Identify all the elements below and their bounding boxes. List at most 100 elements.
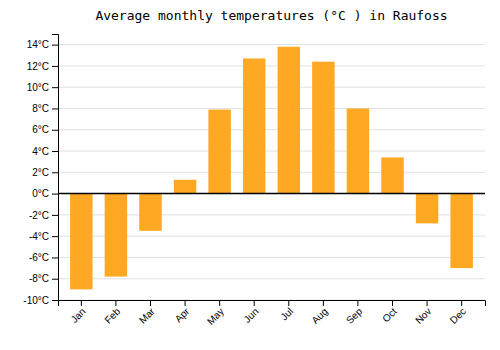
x-tick-label: Jul [278,306,295,323]
y-tick: 4°C [32,146,58,157]
bar [174,180,196,194]
y-tick: -4°C [29,231,58,242]
grid-line [58,108,485,109]
x-axis: Jan Feb Mar Apr May Jun Jul Aug Sep Oct Nov Dec [59,300,486,327]
y-tick-mark [52,130,58,131]
x-tick-label: May [205,306,226,327]
y-tick: -10°C [23,295,58,306]
grid-line [58,87,485,88]
x-tick-label: Mar [137,305,157,325]
y-tick-mark [52,45,58,46]
y-tick-mark [52,151,58,152]
grid-line [58,129,485,130]
bar [347,108,369,193]
x-tick-mark [357,300,358,306]
bar [208,110,230,194]
bar [105,194,127,277]
x-tick: Sep [344,300,365,326]
chart: -10°C -8°C -6°C -4°C -2°C 0°C 2°C 4°C 6°C 8°C 10°C… [0,0,500,350]
x-tick-label: Sep [344,305,365,326]
y-tick: 14°C [27,39,58,50]
bar [70,194,92,290]
x-tick: Aug [309,300,329,326]
baseline [58,193,485,195]
y-tick-label: 6°C [32,124,49,135]
y-tick-label: 2°C [32,167,49,178]
y-axis-line [52,35,59,301]
y-tick-mark [52,300,58,301]
y-tick-label: -8°C [29,273,49,284]
y-tick: 6°C [32,124,58,135]
x-tick-label: Apr [173,305,192,324]
x-tick-label: Oct [380,306,399,325]
x-tick-mark [81,300,82,306]
x-tick-label: Jun [241,306,260,325]
bar [278,47,300,194]
bars [58,47,485,290]
y-tick-mark [52,279,58,280]
x-tick: Nov [413,300,433,326]
x-tick-label: Dec [448,306,468,326]
x-tick: May [205,300,226,327]
grid-line [58,172,485,173]
y-tick-label: -2°C [29,210,49,221]
x-tick: Oct [380,300,399,324]
x-tick-label: Aug [309,306,329,326]
title: Average monthly temperatures (°C ) in Ra… [95,8,447,23]
y-tick-mark [52,194,58,195]
y-tick: 0°C [32,188,58,199]
bar [139,194,161,231]
y-tick-mark [52,87,58,88]
y-tick-label: 8°C [32,103,49,114]
y-tick: 8°C [32,103,58,114]
y-tick: 2°C [32,167,58,178]
y-tick: 12°C [27,61,58,72]
x-tick: Jun [241,300,260,325]
x-tick-label: Feb [102,305,122,325]
x-tick: Jan [69,300,88,325]
x-tick: Apr [173,300,192,324]
y-tick: -6°C [29,252,58,263]
grid [58,45,485,300]
plot-area: -10°C -8°C -6°C -4°C -2°C 0°C 2°C 4°C 6°C 8°C 10°C… [23,35,485,327]
y-tick: 10°C [27,82,58,93]
y-tick-mark [52,66,58,67]
bar [450,194,472,268]
y-tick-label: -4°C [29,231,49,242]
x-tick: Dec [448,300,468,326]
y-tick: -8°C [29,273,58,284]
x-tick-mark [461,300,462,306]
x-tick-label: Jan [69,306,88,325]
y-tick-mark [52,108,58,109]
y-tick-label: 12°C [27,61,49,72]
grid-line [58,193,485,194]
y-tick-mark [52,215,58,216]
x-tick: Jul [278,300,295,322]
y-tick-label: -10°C [23,295,49,306]
x-tick-mark [323,300,324,306]
grid-line [58,151,485,152]
y-tick-mark [52,236,58,237]
x-tick-mark [288,300,289,306]
y-tick-label: 0°C [32,188,49,199]
y-tick-label: -6°C [29,252,49,263]
grid-line [58,278,485,279]
bar [416,194,438,224]
y-tick: -2°C [29,210,58,221]
x-tick-mark [219,300,220,306]
x-tick-mark [185,300,186,306]
y-tick-mark [52,257,58,258]
grid-line [58,44,485,45]
y-tick-label: 10°C [27,82,49,93]
y-tick-label: 14°C [27,39,49,50]
x-tick-mark [150,300,151,306]
grid-line [58,65,485,66]
x-tick-mark [115,300,116,306]
x-axis-line [59,301,486,307]
y-tick-mark [52,172,58,173]
x-tick-mark [392,300,393,306]
bar [381,157,403,193]
y-axis: -10°C -8°C -6°C -4°C -2°C 0°C 2°C 4°C 6°C 8°C 10°C… [23,35,58,306]
y-tick-label: 4°C [32,146,49,157]
bar [312,62,334,194]
